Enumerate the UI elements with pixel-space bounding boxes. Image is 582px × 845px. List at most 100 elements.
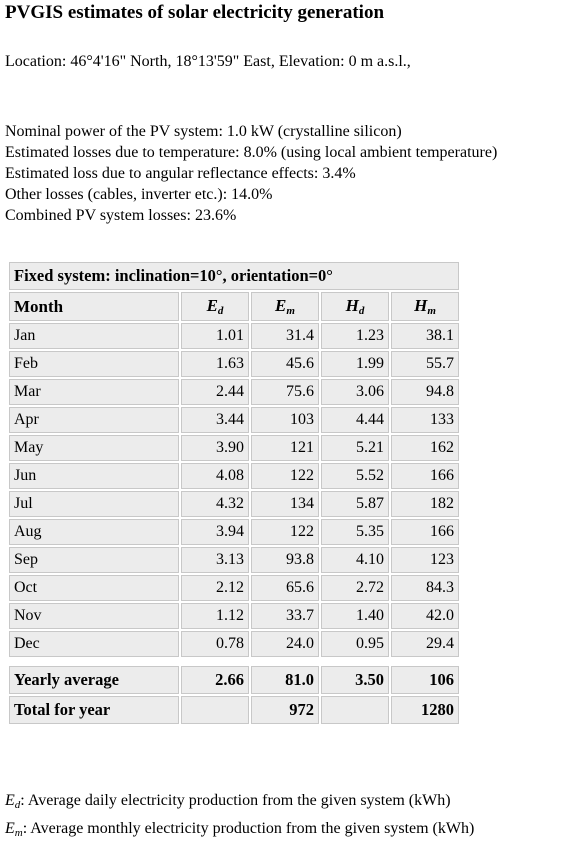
ed-cell: 1.63: [181, 351, 249, 377]
em-cell: 65.6: [251, 575, 319, 601]
hd-cell: 1.23: [321, 323, 389, 349]
header-ed-base: E: [206, 296, 218, 315]
table-row: Jun 4.08 122 5.52 166: [9, 463, 459, 489]
table-header-row: Month Ed Em Hd Hm: [9, 292, 459, 321]
hm-cell: 38.1: [391, 323, 459, 349]
hd-cell: 5.52: [321, 463, 389, 489]
header-em-sub: m: [286, 305, 295, 317]
header-hd-base: H: [345, 296, 359, 315]
hm-cell: 166: [391, 519, 459, 545]
hm-cell: 29.4: [391, 631, 459, 657]
table-spacer: [9, 659, 459, 664]
hd-cell: 4.44: [321, 407, 389, 433]
hd-cell: 1.40: [321, 603, 389, 629]
month-cell: Feb: [9, 351, 179, 377]
hm-cell: 42.0: [391, 603, 459, 629]
spec-nominal-power: Nominal power of the PV system: 1.0 kW (…: [5, 123, 402, 140]
hm-cell: 182: [391, 491, 459, 517]
month-cell: May: [9, 435, 179, 461]
table-row: Sep 3.13 93.8 4.10 123: [9, 547, 459, 573]
total-for-year-label: Total for year: [9, 696, 179, 724]
hd-cell: 2.72: [321, 575, 389, 601]
spec-temperature-losses: Estimated losses due to temperature: 8.0…: [5, 144, 498, 161]
table-row: Jul 4.32 134 5.87 182: [9, 491, 459, 517]
month-cell: Jun: [9, 463, 179, 489]
em-cell: 122: [251, 463, 319, 489]
header-month: Month: [9, 292, 179, 321]
results-table: Fixed system: inclination=10°, orientati…: [7, 260, 461, 726]
em-cell: 134: [251, 491, 319, 517]
header-hm-base: H: [414, 296, 428, 315]
legend-ed-text: : Average daily electricity production f…: [20, 792, 451, 809]
page-title: PVGIS estimates of solar electricity gen…: [5, 2, 385, 23]
hd-cell: 0.95: [321, 631, 389, 657]
month-cell: Mar: [9, 379, 179, 405]
ed-cell: 3.94: [181, 519, 249, 545]
em-cell: 75.6: [251, 379, 319, 405]
hm-cell: 84.3: [391, 575, 459, 601]
table-row: Nov 1.12 33.7 1.40 42.0: [9, 603, 459, 629]
month-cell: Jul: [9, 491, 179, 517]
ed-cell: 4.08: [181, 463, 249, 489]
hm-cell: 133: [391, 407, 459, 433]
spec-other-losses: Other losses (cables, inverter etc.): 14…: [5, 186, 273, 203]
em-cell: 45.6: [251, 351, 319, 377]
table-row: Jan 1.01 31.4 1.23 38.1: [9, 323, 459, 349]
ed-cell: 3.13: [181, 547, 249, 573]
em-cell: 93.8: [251, 547, 319, 573]
em-cell: 103: [251, 407, 319, 433]
table-caption-row: Fixed system: inclination=10°, orientati…: [9, 262, 459, 290]
total-for-year-hd: [321, 696, 389, 724]
em-cell: 31.4: [251, 323, 319, 349]
em-cell: 24.0: [251, 631, 319, 657]
ed-cell: 1.01: [181, 323, 249, 349]
hd-cell: 3.06: [321, 379, 389, 405]
hm-cell: 162: [391, 435, 459, 461]
table-row: Feb 1.63 45.6 1.99 55.7: [9, 351, 459, 377]
month-cell: Nov: [9, 603, 179, 629]
hd-cell: 1.99: [321, 351, 389, 377]
spec-reflectance-loss: Estimated loss due to angular reflectanc…: [5, 165, 356, 182]
legend-ed: Ed: Average daily electricity production…: [5, 789, 474, 817]
month-cell: Sep: [9, 547, 179, 573]
legend-em-base: E: [5, 820, 15, 837]
legend-em-sub: m: [14, 827, 23, 839]
legend-ed-base: E: [5, 792, 15, 809]
table-row: Dec 0.78 24.0 0.95 29.4: [9, 631, 459, 657]
month-cell: Jan: [9, 323, 179, 349]
yearly-average-hd: 3.50: [321, 666, 389, 694]
table-row: Aug 3.94 122 5.35 166: [9, 519, 459, 545]
hd-cell: 5.87: [321, 491, 389, 517]
table-row: Apr 3.44 103 4.44 133: [9, 407, 459, 433]
header-em: Em: [251, 292, 319, 321]
header-hd-sub: d: [358, 305, 365, 317]
legend-em-text: : Average monthly electricity production…: [22, 820, 475, 837]
ed-cell: 0.78: [181, 631, 249, 657]
yearly-average-em: 81.0: [251, 666, 319, 694]
em-cell: 121: [251, 435, 319, 461]
header-hm: Hm: [391, 292, 459, 321]
total-for-year-ed: [181, 696, 249, 724]
em-cell: 122: [251, 519, 319, 545]
header-hm-sub: m: [427, 305, 436, 317]
hm-cell: 94.8: [391, 379, 459, 405]
system-specs: Nominal power of the PV system: 1.0 kW (…: [5, 121, 497, 226]
month-cell: Oct: [9, 575, 179, 601]
month-cell: Aug: [9, 519, 179, 545]
total-for-year-row: Total for year 972 1280: [9, 696, 459, 724]
header-ed-sub: d: [217, 305, 224, 317]
legend-em: Em: Average monthly electricity producti…: [5, 817, 474, 845]
em-cell: 33.7: [251, 603, 319, 629]
table-row: May 3.90 121 5.21 162: [9, 435, 459, 461]
spec-combined-losses: Combined PV system losses: 23.6%: [5, 207, 237, 224]
ed-cell: 1.12: [181, 603, 249, 629]
total-for-year-em: 972: [251, 696, 319, 724]
total-for-year-hm: 1280: [391, 696, 459, 724]
hd-cell: 5.21: [321, 435, 389, 461]
ed-cell: 2.12: [181, 575, 249, 601]
table-row: Mar 2.44 75.6 3.06 94.8: [9, 379, 459, 405]
ed-cell: 4.32: [181, 491, 249, 517]
ed-cell: 3.90: [181, 435, 249, 461]
header-ed: Ed: [181, 292, 249, 321]
hd-cell: 5.35: [321, 519, 389, 545]
